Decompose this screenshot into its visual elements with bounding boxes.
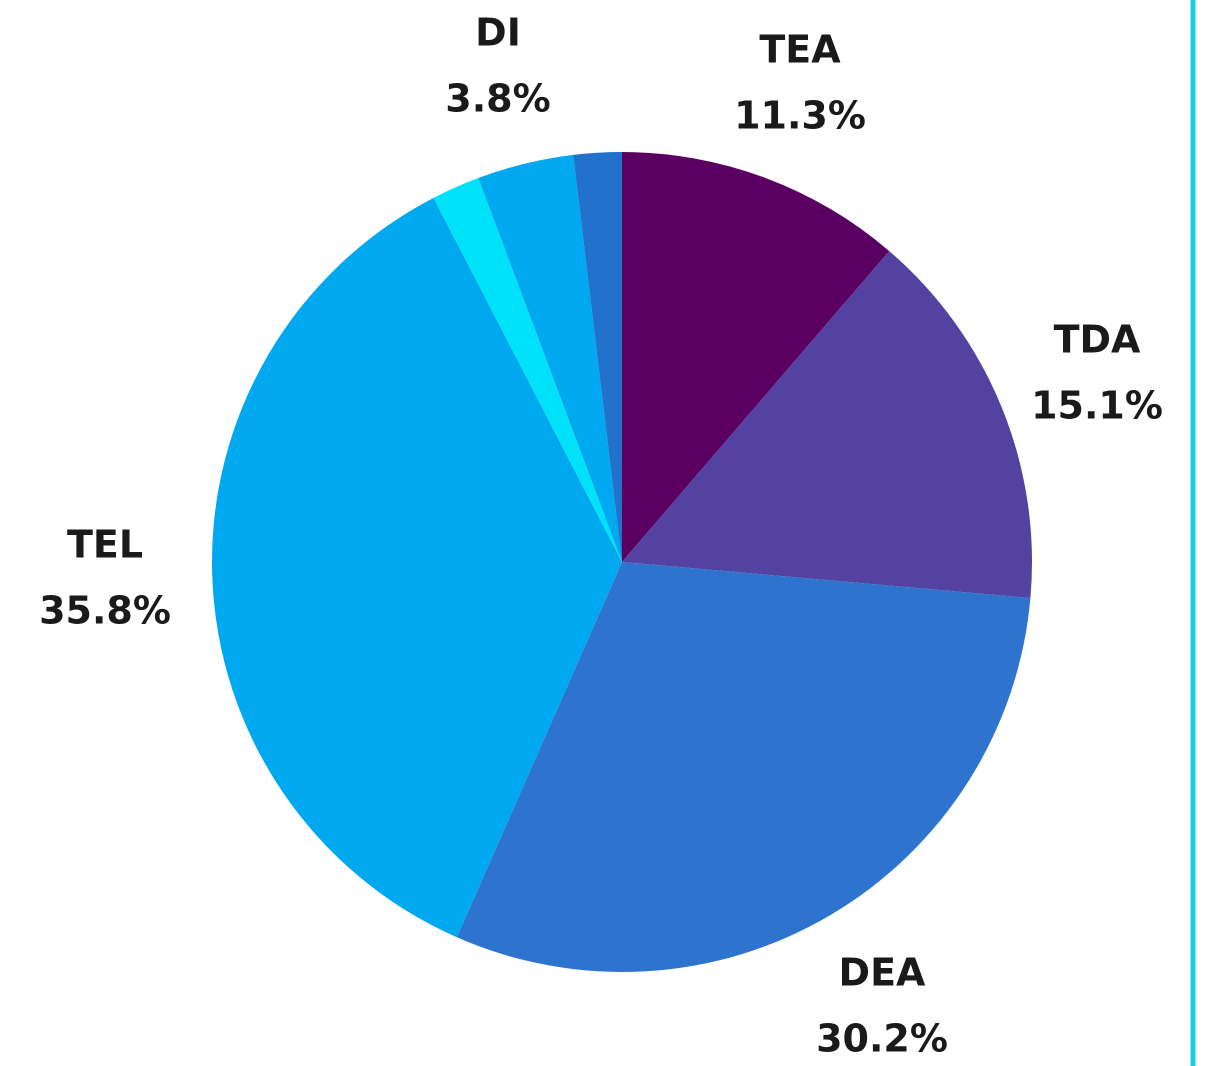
slice-label: TDA [1054, 318, 1141, 362]
pie-slice [573, 152, 622, 562]
slice-value-label: 30.2% [816, 1017, 948, 1061]
pie-slice [456, 562, 1031, 972]
pie-slice [433, 178, 622, 563]
slice-value-label: 11.3% [734, 94, 866, 138]
slice-value-label: 35.8% [39, 589, 171, 633]
pie-slice [622, 152, 890, 562]
slice-label: DEA [839, 951, 927, 995]
slice-label: DI [475, 11, 521, 55]
pie-slice [622, 251, 1032, 599]
pie-slice [212, 197, 622, 938]
slice-value-label: 15.1% [1031, 384, 1163, 428]
slice-value-label: 3.8% [445, 77, 550, 121]
slice-label: TEL [67, 523, 143, 567]
pie-slice [478, 154, 622, 562]
slice-label: TEA [759, 28, 841, 72]
